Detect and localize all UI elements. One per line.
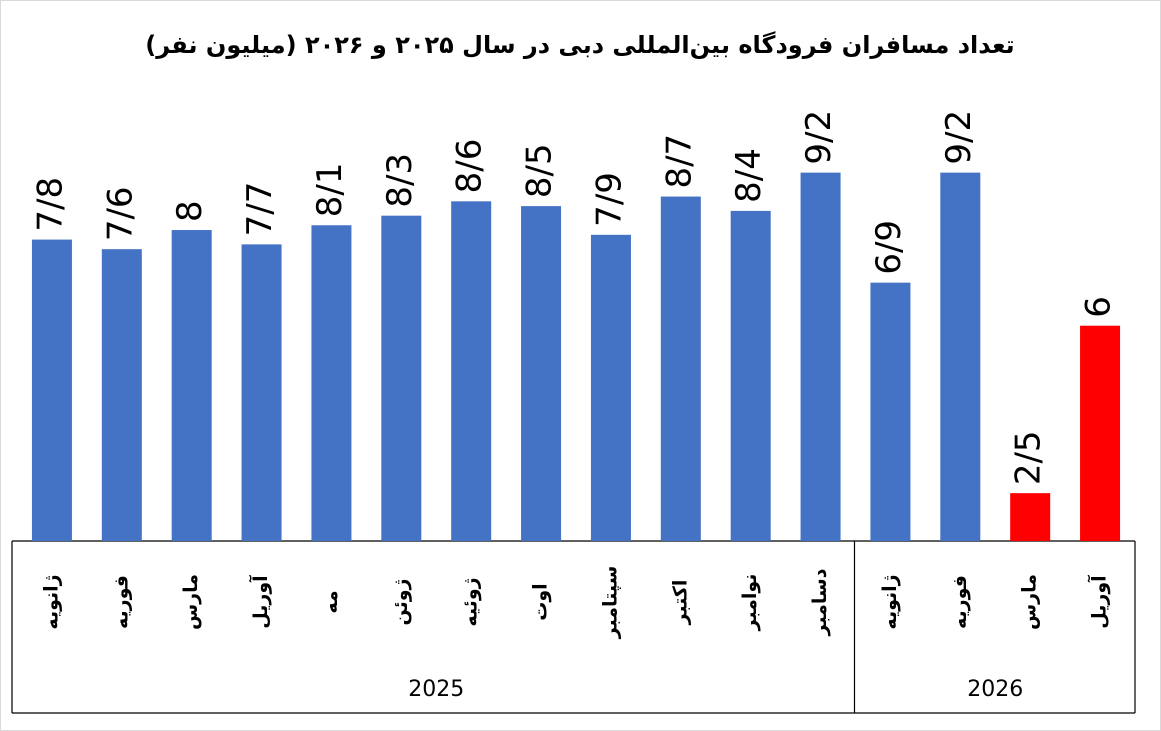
value-label: 9/2	[939, 110, 979, 165]
x-tick-label: فوریه	[949, 575, 971, 629]
x-tick-label: سپتامبر	[599, 566, 621, 640]
bar	[660, 196, 701, 541]
bar	[870, 282, 911, 541]
x-tick-label: ژانویه	[40, 574, 62, 629]
chart-title: تعداد مسافران فرودگاه بین‌المللی دبی در …	[145, 31, 1014, 59]
value-label: 7/7	[240, 182, 280, 237]
bar	[381, 215, 422, 541]
x-tick-label: فوریه	[110, 575, 132, 629]
value-label: 9/2	[799, 110, 839, 165]
bar	[241, 244, 282, 542]
value-label: 7/9	[589, 172, 629, 227]
bar	[451, 201, 492, 542]
value-label: 2/5	[1009, 430, 1049, 485]
bar	[730, 210, 771, 542]
value-label: 8	[170, 200, 210, 222]
x-tick-label: ژانویه	[879, 574, 901, 629]
bar	[1080, 325, 1121, 541]
x-tick-label: آوریل	[1087, 575, 1111, 629]
bar	[1010, 493, 1051, 541]
x-tick-label: اکتبر	[669, 580, 691, 626]
value-label: 7/6	[100, 186, 140, 241]
bar	[311, 225, 352, 541]
bar	[171, 230, 212, 541]
bar	[521, 206, 562, 541]
group-label: 2025	[408, 677, 464, 702]
bar	[800, 172, 841, 541]
x-tick-label: آوریل	[248, 575, 272, 629]
bar	[101, 249, 142, 541]
value-label: 8/6	[450, 139, 490, 194]
x-tick-label: دسامبر	[809, 568, 831, 636]
value-label: 8/3	[380, 153, 420, 208]
x-tick-label: مه	[320, 590, 342, 613]
value-label: 8/7	[659, 134, 699, 189]
value-label: 7/8	[30, 177, 70, 232]
value-label: 8/5	[520, 143, 560, 198]
x-tick-label: نوامبر	[739, 574, 761, 632]
value-label: 6/9	[869, 220, 909, 275]
x-tick-label: ژوئیه	[460, 577, 482, 626]
x-tick-label: اوت	[530, 583, 552, 620]
value-label: 8/4	[729, 148, 769, 203]
bar	[590, 234, 631, 541]
x-tick-label: مارس	[1019, 574, 1041, 630]
group-label: 2026	[967, 677, 1023, 702]
value-label: 6	[1079, 296, 1119, 318]
x-tick-label: مارس	[180, 574, 202, 630]
value-label: 8/1	[310, 163, 350, 218]
bar	[31, 239, 72, 541]
x-tick-label: ژوئن	[390, 579, 412, 626]
bar	[940, 172, 981, 541]
